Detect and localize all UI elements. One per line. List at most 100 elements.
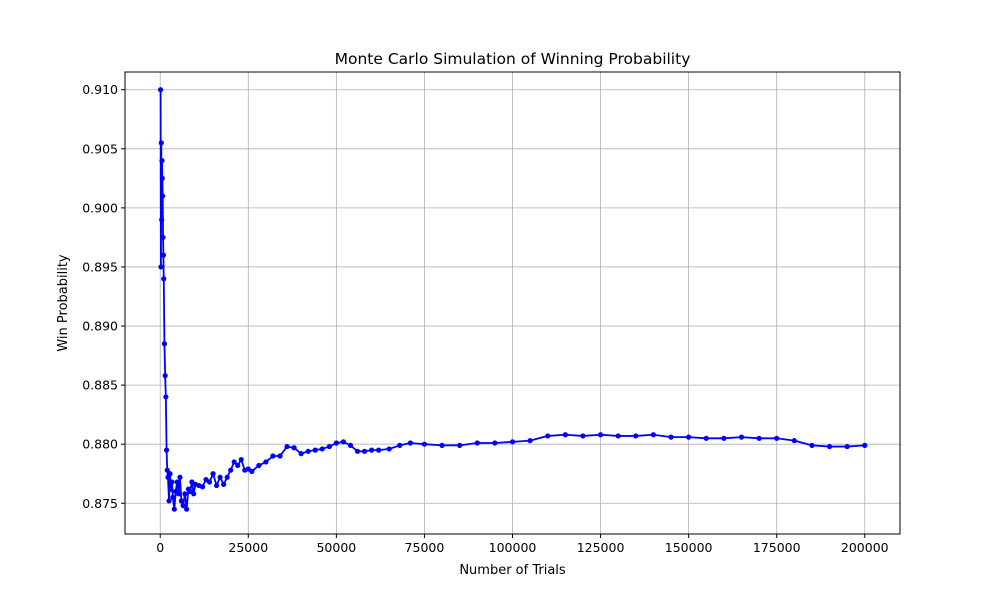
data-point (180, 503, 186, 509)
data-point (210, 471, 216, 477)
data-point (159, 158, 165, 164)
data-point (164, 467, 170, 473)
data-point (206, 479, 213, 485)
x-tick-label: 0 (156, 540, 164, 555)
data-point (844, 443, 850, 450)
chart-title: Monte Carlo Simulation of Winning Probab… (335, 50, 691, 68)
data-point (347, 442, 354, 448)
y-tick-label: 0.880 (82, 437, 118, 452)
data-point (312, 447, 318, 453)
data-point (368, 447, 375, 453)
data-point (397, 442, 403, 448)
data-point (580, 433, 586, 439)
data-point (163, 447, 170, 453)
data-point (509, 439, 516, 445)
data-point (175, 491, 182, 497)
data-point (166, 498, 172, 504)
data-point (182, 491, 188, 497)
data-point (174, 479, 180, 485)
data-point (238, 456, 244, 463)
y-axis-title: Win Probability (56, 254, 71, 352)
x-axis-ticks: 0 25000 50000 75000 100000 125000 150000 175000… (156, 534, 889, 555)
data-point (277, 453, 283, 459)
data-point (474, 440, 480, 446)
data-point (774, 435, 780, 441)
data-point (161, 341, 168, 347)
data-point (386, 446, 392, 452)
y-tick-label: 0.900 (82, 200, 118, 215)
data-point (228, 467, 234, 473)
data-point (562, 432, 568, 438)
data-point (178, 498, 184, 504)
data-point (249, 468, 255, 474)
x-tick-label: 50000 (316, 540, 356, 555)
data-point (159, 175, 165, 181)
data-point (703, 435, 709, 441)
data-point (686, 434, 692, 440)
data-point (213, 482, 220, 489)
x-tick-label: 125000 (577, 540, 625, 555)
data-point (407, 440, 413, 446)
data-point (333, 440, 339, 446)
x-tick-label: 150000 (665, 540, 713, 555)
data-point (263, 459, 269, 465)
data-point (224, 474, 230, 480)
data-point (158, 140, 164, 146)
data-point (650, 432, 657, 438)
data-point (439, 442, 445, 448)
data-point (756, 435, 762, 441)
data-point (633, 433, 639, 439)
data-point (326, 443, 332, 450)
y-tick-label: 0.895 (82, 259, 118, 274)
y-tick-label: 0.875 (82, 496, 118, 511)
data-point (791, 438, 797, 444)
data-point (492, 440, 498, 446)
data-point (217, 474, 223, 480)
data-point (199, 484, 206, 490)
data-point (160, 252, 166, 258)
x-tick-label: 75000 (405, 540, 445, 555)
data-point (361, 448, 368, 454)
data-point (270, 453, 276, 459)
data-point (291, 445, 297, 451)
series-layer (157, 87, 868, 512)
data-point (721, 435, 727, 441)
data-point (170, 494, 176, 500)
data-point (305, 448, 311, 454)
data-point (826, 443, 833, 450)
data-point (158, 264, 164, 270)
data-point (177, 474, 183, 480)
data-point (167, 471, 173, 477)
data-point (738, 434, 745, 440)
data-point (168, 486, 174, 492)
data-point (157, 87, 164, 93)
data-point (184, 506, 190, 512)
x-tick-label: 25000 (228, 540, 268, 555)
data-point (235, 462, 241, 469)
data-point (221, 481, 227, 487)
x-tick-label: 200000 (841, 540, 889, 555)
data-point (161, 276, 167, 282)
data-point (421, 441, 428, 447)
data-point (191, 491, 197, 497)
y-tick-label: 0.905 (82, 141, 118, 156)
x-axis-title: Number of Trials (459, 563, 566, 578)
data-point (862, 442, 868, 448)
data-point (256, 462, 262, 469)
data-point (298, 451, 304, 457)
data-point (457, 442, 463, 448)
x-tick-label: 175000 (753, 540, 801, 555)
data-point (809, 442, 815, 448)
y-tick-label: 0.885 (82, 378, 118, 393)
data-point (160, 193, 166, 199)
data-point (162, 373, 168, 379)
data-point (159, 217, 165, 223)
y-tick-label: 0.890 (82, 319, 118, 334)
x-tick-label: 100000 (489, 540, 537, 555)
data-point (163, 394, 169, 400)
data-point (160, 234, 166, 241)
data-point (171, 506, 177, 512)
data-point (340, 439, 347, 445)
y-axis-ticks: 0.875 0.880 0.885 0.890 0.895 0.900 0.905 0.910 (82, 82, 125, 511)
